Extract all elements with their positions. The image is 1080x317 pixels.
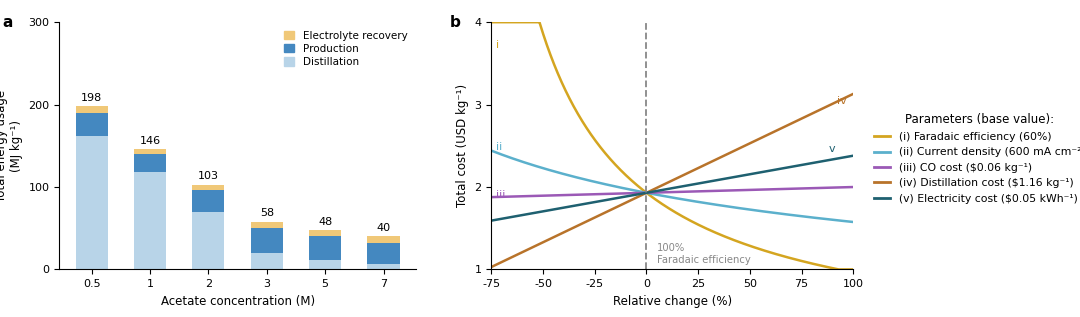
- Text: 100%
Faradaic efficiency: 100% Faradaic efficiency: [657, 243, 751, 264]
- Bar: [309, 236, 341, 260]
- Text: i: i: [496, 40, 499, 50]
- Bar: [192, 184, 225, 190]
- Bar: [309, 230, 341, 236]
- Bar: [76, 106, 108, 113]
- Bar: [76, 113, 108, 136]
- Bar: [192, 190, 225, 212]
- Bar: [367, 264, 400, 269]
- Legend: Electrolyte recovery, Production, Distillation: Electrolyte recovery, Production, Distil…: [281, 27, 410, 70]
- Bar: [251, 222, 283, 228]
- Bar: [367, 236, 400, 243]
- Bar: [192, 212, 225, 269]
- Text: a: a: [2, 15, 13, 30]
- Bar: [134, 172, 166, 269]
- Bar: [251, 228, 283, 253]
- Y-axis label: Total energy usage
(MJ kg⁻¹): Total energy usage (MJ kg⁻¹): [0, 90, 23, 202]
- Bar: [134, 149, 166, 154]
- Legend: (i) Faradaic efficiency (60%), (ii) Current density (600 mA cm⁻²), (iii) CO cost: (i) Faradaic efficiency (60%), (ii) Curr…: [869, 109, 1080, 208]
- Y-axis label: Total cost (USD kg⁻¹): Total cost (USD kg⁻¹): [456, 84, 469, 207]
- Text: 146: 146: [139, 136, 161, 146]
- Text: 58: 58: [259, 208, 274, 218]
- X-axis label: Acetate concentration (M): Acetate concentration (M): [161, 295, 314, 308]
- Text: 103: 103: [198, 171, 219, 181]
- Text: iv: iv: [837, 96, 847, 107]
- Text: iii: iii: [496, 190, 505, 199]
- Bar: [76, 136, 108, 269]
- Text: 48: 48: [318, 217, 333, 227]
- Bar: [134, 154, 166, 172]
- Text: 198: 198: [81, 93, 103, 103]
- Text: v: v: [828, 144, 835, 154]
- X-axis label: Relative change (%): Relative change (%): [612, 295, 732, 308]
- Bar: [251, 253, 283, 269]
- Bar: [367, 243, 400, 264]
- Bar: [309, 260, 341, 269]
- Text: b: b: [449, 15, 461, 30]
- Text: 40: 40: [377, 223, 391, 233]
- Text: ii: ii: [496, 142, 502, 152]
